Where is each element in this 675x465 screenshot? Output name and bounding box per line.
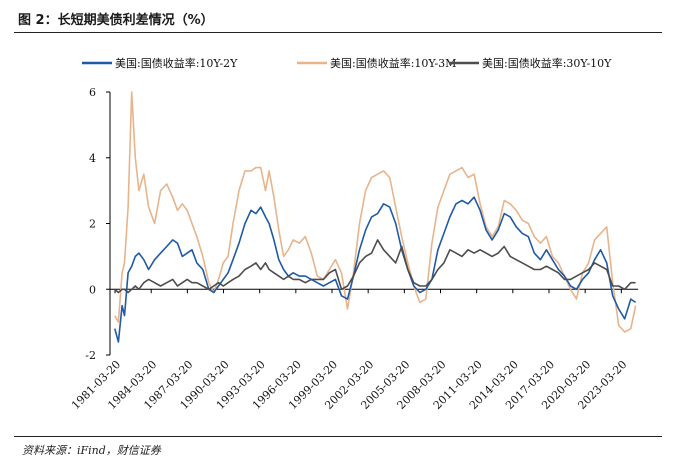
y-tick-label: 0: [89, 283, 96, 296]
y-tick-label: 4: [89, 152, 96, 165]
series-line-0: [114, 196, 637, 343]
source-note: 资料来源：iFind，财信证券: [22, 444, 161, 457]
figure-title: 图 2：长短期美债利差情况（%）: [18, 13, 214, 28]
title-rule: [14, 32, 662, 33]
chart-series: [114, 91, 637, 343]
chart-axes: -202461981-03-201984-03-201987-03-201990…: [69, 86, 638, 412]
series-line-1: [114, 91, 637, 333]
chart-legend: 美国:国债收益率:10Y-2Y 美国:国债收益率:10Y-3M 美国:国债收益率:3…: [82, 56, 612, 70]
y-tick-label: 6: [89, 86, 96, 99]
y-tick-label: -2: [85, 349, 96, 362]
legend-label: 美国:国债收益率:10Y-3M: [330, 56, 456, 70]
legend-label: 美国:国债收益率:10Y-2Y: [115, 56, 238, 70]
source-rule: [14, 436, 662, 437]
y-tick-label: 2: [89, 218, 96, 231]
series-line-2: [114, 239, 636, 294]
legend-label: 美国:国债收益率:30Y-10Y: [482, 56, 612, 70]
